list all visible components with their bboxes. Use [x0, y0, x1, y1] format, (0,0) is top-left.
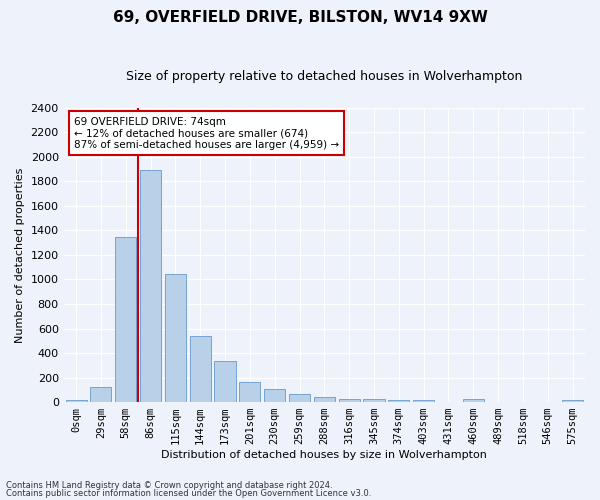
Bar [388, 400, 409, 402]
Y-axis label: Number of detached properties: Number of detached properties [15, 167, 25, 342]
Bar [413, 400, 434, 402]
Bar [338, 398, 360, 402]
Bar [115, 236, 136, 402]
Text: Contains public sector information licensed under the Open Government Licence v3: Contains public sector information licen… [6, 488, 371, 498]
Bar [264, 388, 285, 402]
Bar [140, 170, 161, 402]
Bar [364, 399, 385, 402]
X-axis label: Distribution of detached houses by size in Wolverhampton: Distribution of detached houses by size … [161, 450, 487, 460]
Bar [165, 274, 186, 402]
Bar [214, 361, 236, 402]
Bar [314, 398, 335, 402]
Bar [239, 382, 260, 402]
Bar [190, 336, 211, 402]
Title: Size of property relative to detached houses in Wolverhampton: Size of property relative to detached ho… [126, 70, 523, 83]
Bar [289, 394, 310, 402]
Text: 69 OVERFIELD DRIVE: 74sqm
← 12% of detached houses are smaller (674)
87% of semi: 69 OVERFIELD DRIVE: 74sqm ← 12% of detac… [74, 116, 339, 150]
Bar [463, 399, 484, 402]
Text: Contains HM Land Registry data © Crown copyright and database right 2024.: Contains HM Land Registry data © Crown c… [6, 481, 332, 490]
Text: 69, OVERFIELD DRIVE, BILSTON, WV14 9XW: 69, OVERFIELD DRIVE, BILSTON, WV14 9XW [113, 10, 487, 25]
Bar [562, 400, 583, 402]
Bar [65, 400, 86, 402]
Bar [91, 387, 112, 402]
